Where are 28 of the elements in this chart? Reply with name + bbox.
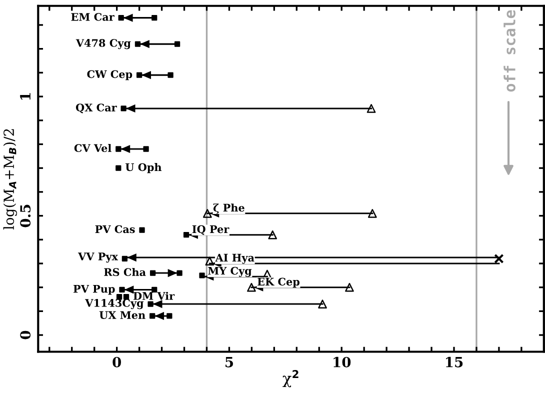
series-label: MY Cyg	[208, 266, 252, 277]
series-label: U Oph	[125, 163, 162, 174]
annotation: off scale	[504, 10, 516, 92]
x-tick-label: 5	[226, 357, 233, 368]
legend-label: V478 Cyg	[76, 39, 131, 50]
series-label: ζ Phe	[213, 204, 244, 214]
legend-label: EM Car	[71, 12, 114, 21]
legend-label: V1143Cyg	[85, 299, 144, 310]
series-label: IQ Per	[192, 225, 230, 235]
x-tick-label: 0	[112, 356, 122, 368]
legend-label: CW Cep	[87, 70, 132, 80]
legend-label: PV Pup	[74, 285, 115, 295]
y-axis-title: log(M$_{A}$+M$_{B}$)/2	[3, 129, 17, 230]
series-label: PV Cas	[95, 225, 135, 234]
legend-label: QX Car	[76, 104, 117, 114]
series-label: EK Cep	[258, 278, 300, 288]
series-label: DM Vir	[133, 292, 175, 300]
x-tick-label: 10	[334, 356, 351, 368]
y-tick-label: 1	[20, 93, 30, 100]
y-tick-label: 0.5	[20, 204, 31, 228]
y-tick-label: 0	[20, 330, 31, 340]
series-label: AI Hya	[215, 254, 254, 264]
legend-label: CV Vel	[74, 144, 112, 152]
legend-label: RS Cha	[104, 268, 146, 276]
legend-label: UX Men	[99, 311, 146, 319]
x-axis-title: χ$^{2}$	[282, 370, 298, 388]
legend-label: VV Pyx	[78, 252, 118, 263]
x-tick-label: 15	[446, 356, 463, 368]
